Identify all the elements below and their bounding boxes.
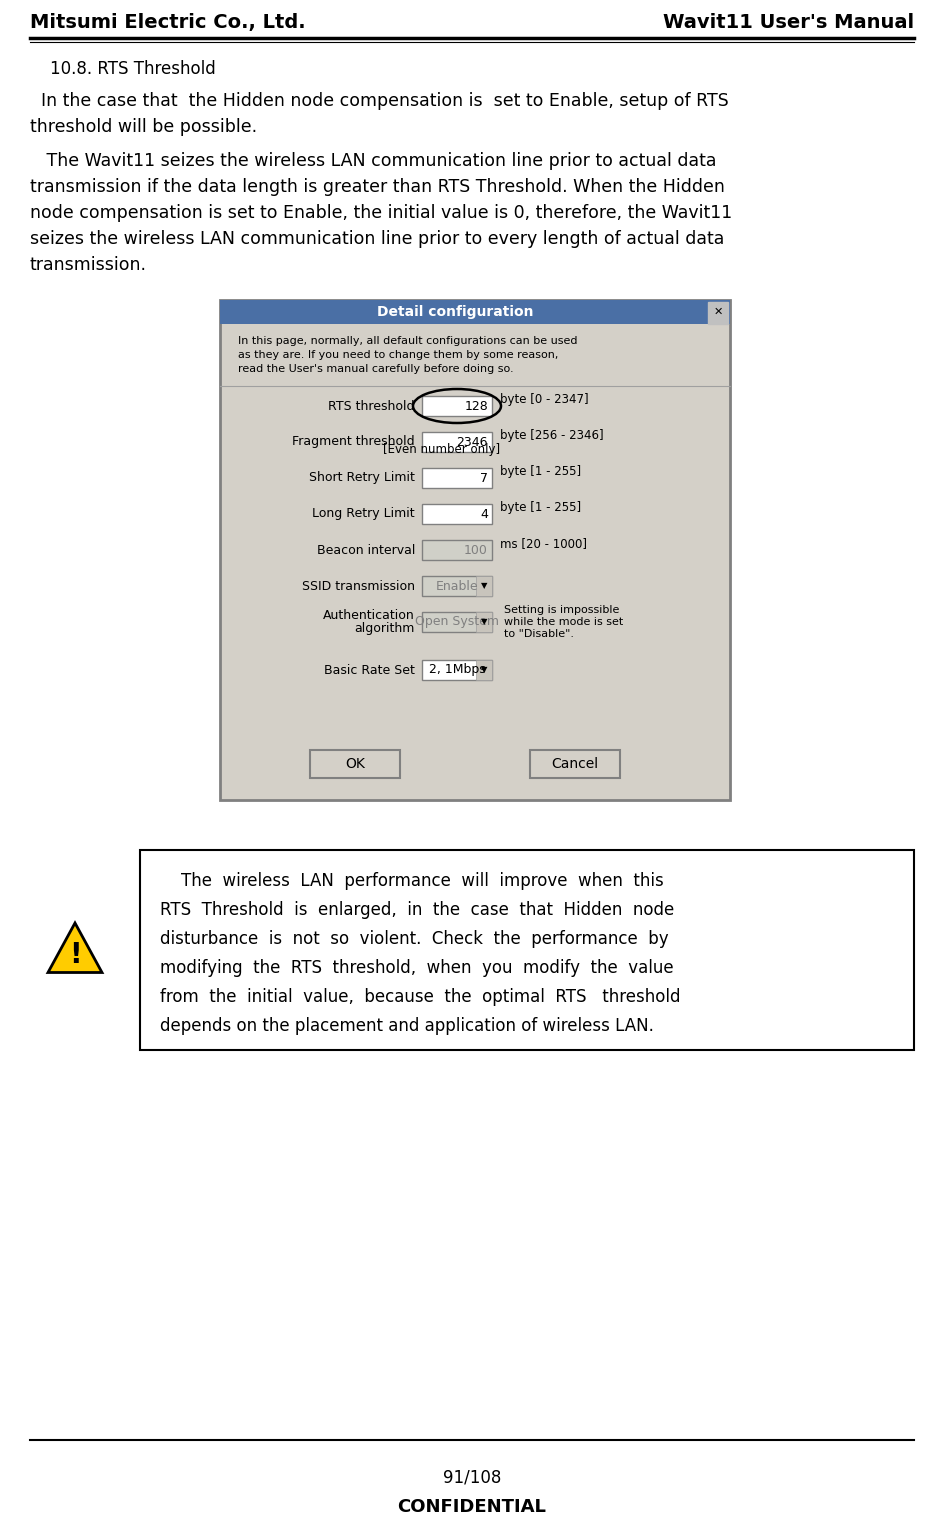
Text: Fragment threshold: Fragment threshold — [293, 435, 415, 449]
Bar — [530, 750, 620, 778]
Bar — [422, 539, 492, 559]
Text: from  the  initial  value,  because  the  optimal  RTS   threshold: from the initial value, because the opti… — [160, 989, 681, 1005]
Text: 2, 1Mbps: 2, 1Mbps — [429, 663, 485, 677]
Bar — [422, 613, 492, 633]
Text: byte [1 - 255]: byte [1 - 255] — [500, 501, 582, 515]
Text: Short Retry Limit: Short Retry Limit — [309, 472, 415, 484]
Text: modifying  the  RTS  threshold,  when  you  modify  the  value: modifying the RTS threshold, when you mo… — [160, 960, 674, 976]
Text: OK: OK — [346, 756, 365, 772]
Text: seizes the wireless LAN communication line prior to every length of actual data: seizes the wireless LAN communication li… — [30, 231, 724, 248]
Bar — [140, 850, 914, 1050]
Text: The  wireless  LAN  performance  will  improve  when  this: The wireless LAN performance will improv… — [160, 872, 664, 889]
Bar — [422, 576, 492, 596]
Text: In this page, normally, all default configurations can be used
as they are. If y: In this page, normally, all default conf… — [238, 336, 578, 374]
Text: threshold will be possible.: threshold will be possible. — [30, 118, 257, 136]
Text: node compensation is set to Enable, the initial value is 0, therefore, the Wavit: node compensation is set to Enable, the … — [30, 205, 733, 222]
Text: 91/108: 91/108 — [443, 1468, 501, 1487]
Text: Setting is impossible
while the mode is set
to "Disable".: Setting is impossible while the mode is … — [504, 605, 623, 639]
Text: byte [0 - 2347]: byte [0 - 2347] — [500, 394, 589, 406]
Text: 128: 128 — [464, 399, 488, 413]
Text: transmission if the data length is greater than RTS Threshold. When the Hidden: transmission if the data length is great… — [30, 177, 725, 196]
Text: ✕: ✕ — [714, 307, 723, 316]
Text: Beacon interval: Beacon interval — [316, 544, 415, 556]
Text: 2346: 2346 — [457, 435, 488, 449]
Bar — [422, 468, 492, 487]
Text: [Even number only]: [Even number only] — [383, 443, 500, 457]
Text: algorithm: algorithm — [355, 622, 415, 636]
Text: Open System: Open System — [415, 616, 499, 628]
Bar — [422, 660, 492, 680]
Bar — [220, 299, 730, 801]
Bar — [422, 504, 492, 524]
Text: Wavit11 User's Manual: Wavit11 User's Manual — [663, 14, 914, 32]
Text: transmission.: transmission. — [30, 257, 147, 274]
Text: Detail configuration: Detail configuration — [377, 306, 533, 319]
Text: Long Retry Limit: Long Retry Limit — [312, 507, 415, 521]
Bar — [422, 396, 492, 416]
Text: Cancel: Cancel — [551, 756, 598, 772]
Bar — [422, 432, 492, 452]
Text: ▼: ▼ — [480, 582, 487, 590]
Polygon shape — [48, 923, 102, 972]
Text: 100: 100 — [464, 544, 488, 556]
Text: CONFIDENTIAL: CONFIDENTIAL — [397, 1497, 547, 1516]
Bar — [708, 303, 728, 324]
Text: RTS threshold: RTS threshold — [329, 399, 415, 413]
Text: disturbance  is  not  so  violent.  Check  the  performance  by: disturbance is not so violent. Check the… — [160, 931, 668, 947]
Bar — [476, 576, 492, 596]
Text: ms [20 - 1000]: ms [20 - 1000] — [500, 538, 587, 550]
Text: Enable: Enable — [436, 579, 479, 593]
Text: The Wavit11 seizes the wireless LAN communication line prior to actual data: The Wavit11 seizes the wireless LAN comm… — [30, 151, 716, 170]
Text: Basic Rate Set: Basic Rate Set — [324, 663, 415, 677]
Text: 7: 7 — [480, 472, 488, 484]
Bar — [476, 660, 492, 680]
Text: byte [1 - 255]: byte [1 - 255] — [500, 466, 582, 478]
Bar — [310, 750, 400, 778]
Text: 4: 4 — [480, 507, 488, 521]
Text: !: ! — [69, 941, 81, 969]
Text: In the case that  the Hidden node compensation is  set to Enable, setup of RTS: In the case that the Hidden node compens… — [30, 92, 729, 110]
Text: SSID transmission: SSID transmission — [302, 579, 415, 593]
Bar — [220, 299, 730, 324]
Text: 10.8. RTS Threshold: 10.8. RTS Threshold — [50, 60, 216, 78]
Text: RTS  Threshold  is  enlarged,  in  the  case  that  Hidden  node: RTS Threshold is enlarged, in the case t… — [160, 902, 674, 918]
Text: Mitsumi Electric Co., Ltd.: Mitsumi Electric Co., Ltd. — [30, 14, 306, 32]
Text: Authentication: Authentication — [323, 610, 415, 622]
Text: depends on the placement and application of wireless LAN.: depends on the placement and application… — [160, 1018, 654, 1034]
Bar — [476, 613, 492, 633]
Text: ▼: ▼ — [480, 666, 487, 674]
Text: byte [256 - 2346]: byte [256 - 2346] — [500, 429, 603, 443]
Text: ▼: ▼ — [480, 617, 487, 626]
